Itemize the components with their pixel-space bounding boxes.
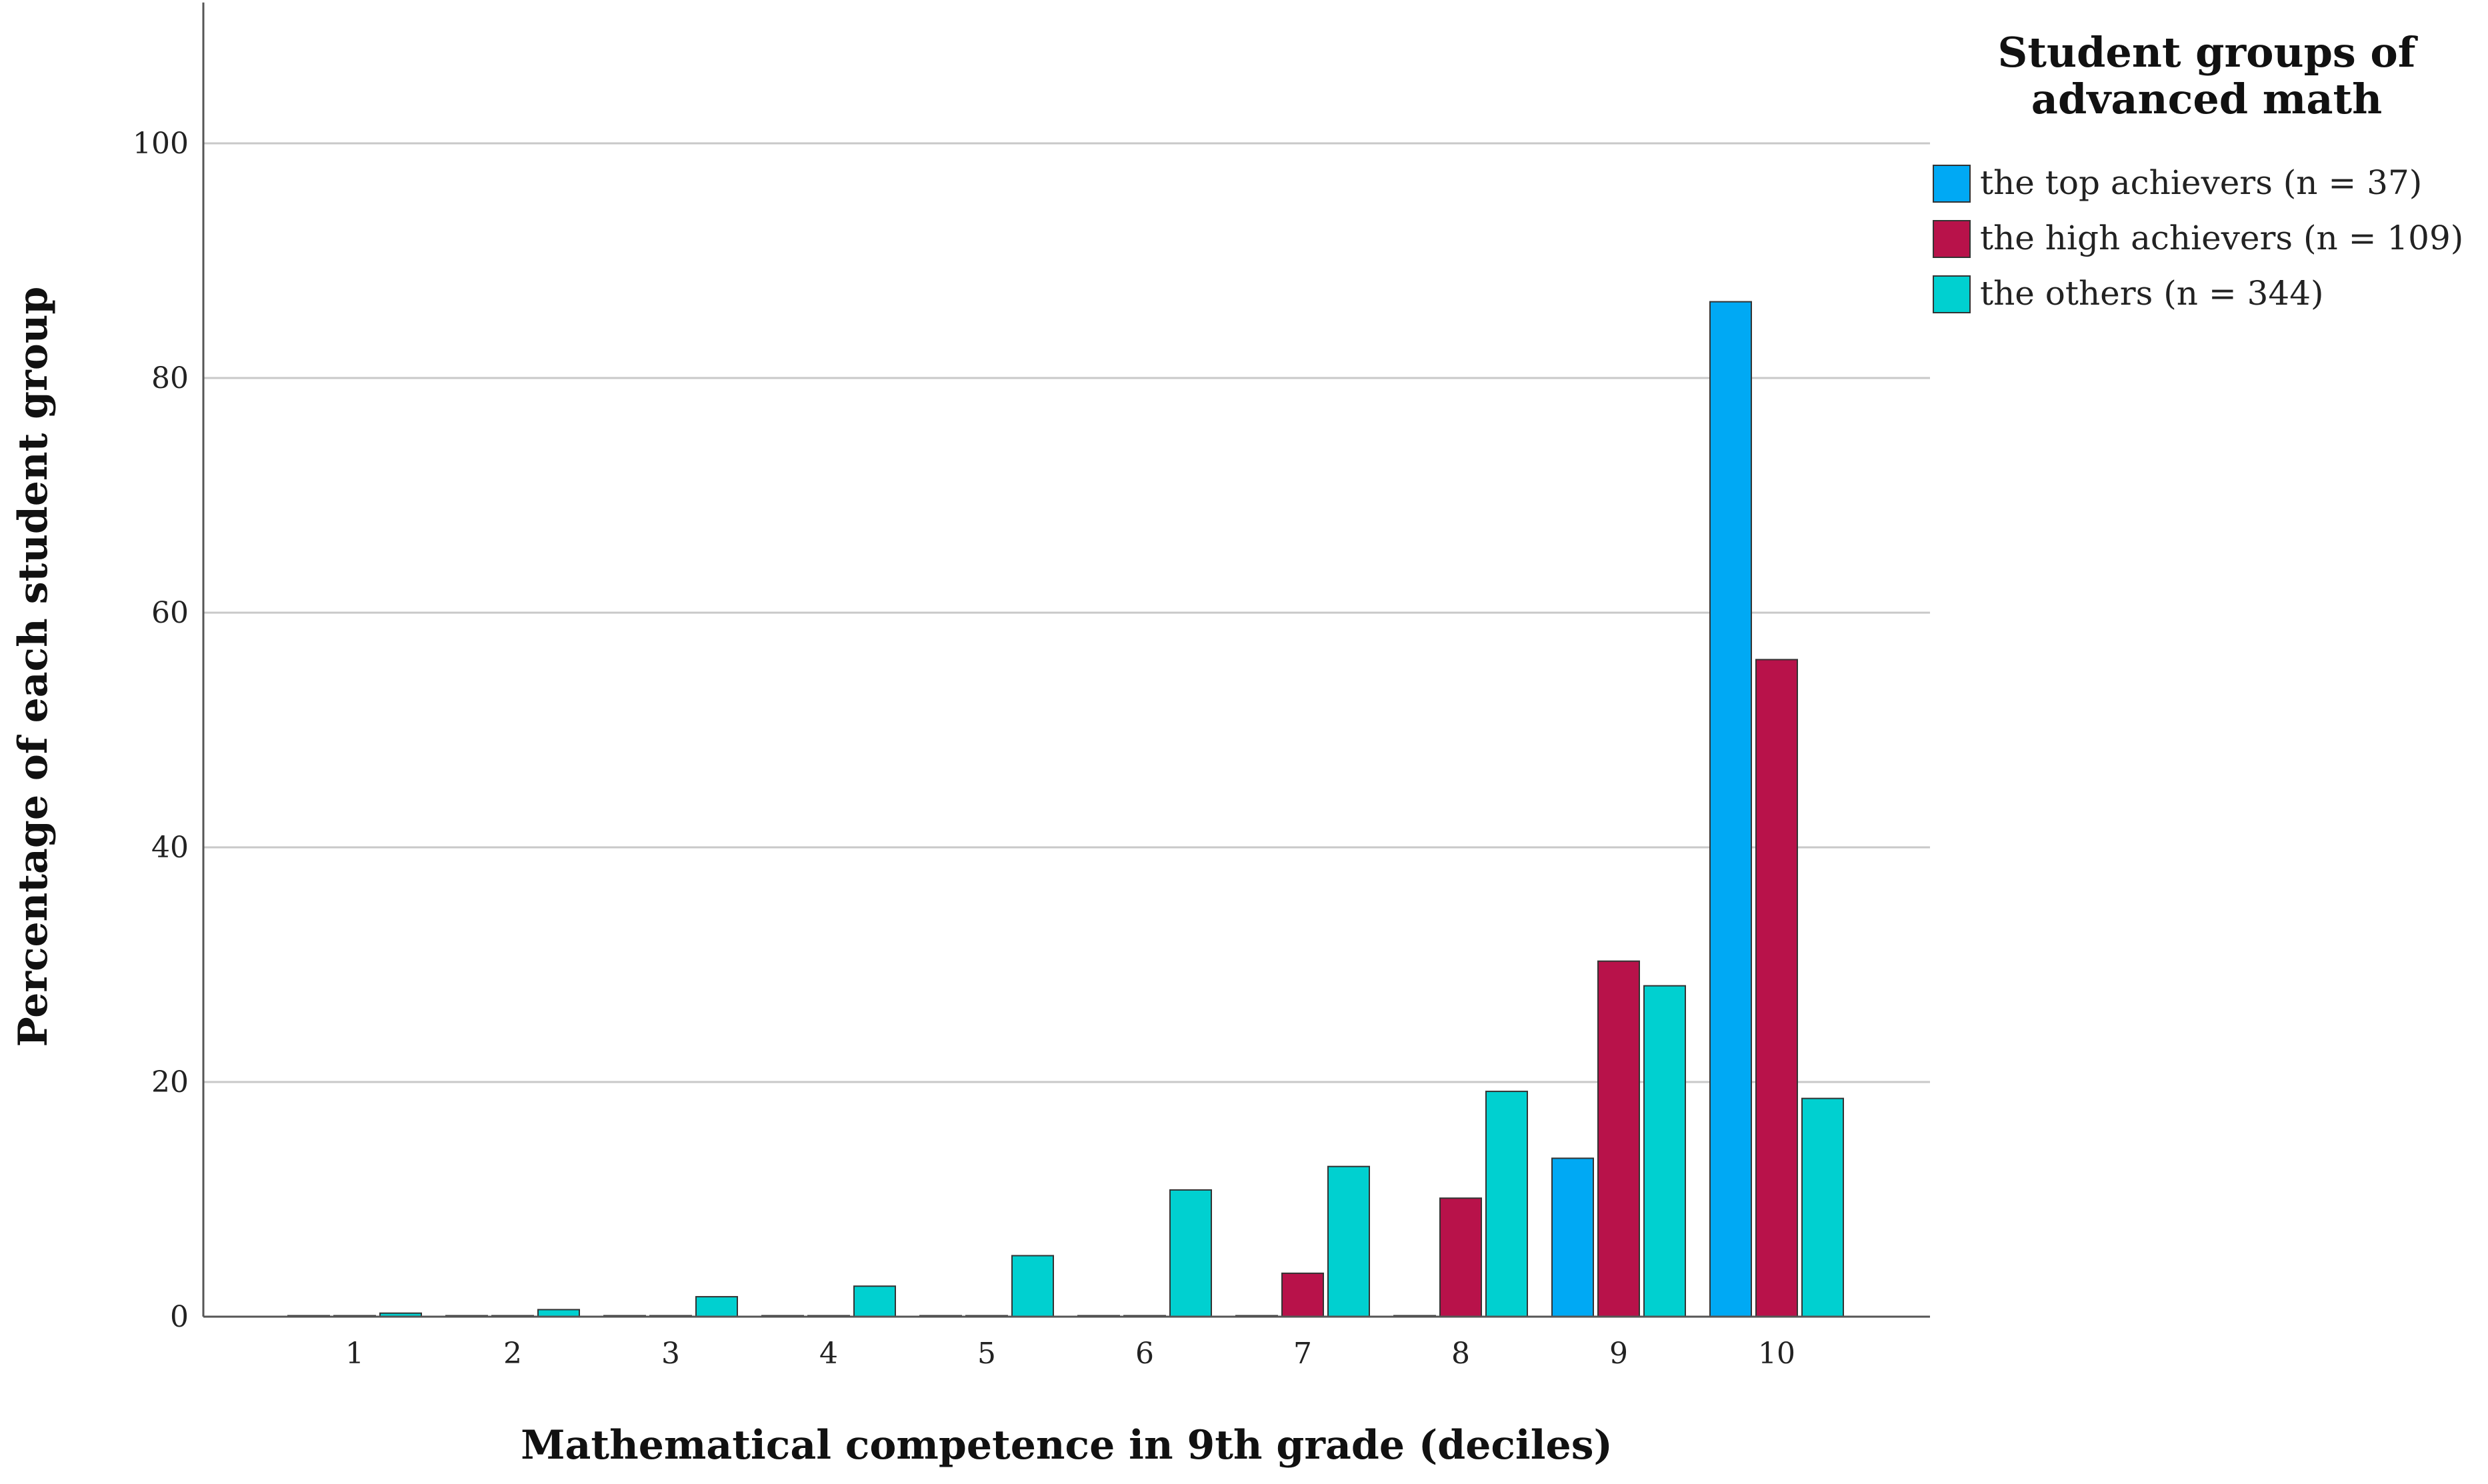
y-tick-label-40: 40: [151, 831, 189, 865]
legend: Student groups of advanced math the top …: [1933, 28, 2463, 313]
y-axis-title: Percentage of each student group: [10, 287, 57, 1047]
bar-series-1-cat-10: [1709, 301, 1752, 1318]
bar-series-3-cat-6: [1169, 1189, 1212, 1318]
legend-swatch-1: [1933, 165, 1971, 203]
bar-series-3-cat-7: [1327, 1165, 1370, 1317]
bar-series-3-cat-5: [1011, 1255, 1054, 1317]
legend-title-line-1: Student groups of: [1998, 28, 2418, 77]
bars: [287, 301, 1844, 1318]
bar-series-3-cat-3: [695, 1296, 738, 1317]
legend-label-3: the others (n = 344): [1980, 274, 2324, 313]
x-tick-label-1: 1: [345, 1337, 364, 1371]
legend-title-line-2: advanced math: [2031, 75, 2382, 123]
legend-swatch-3: [1933, 275, 1971, 313]
x-tick-label-8: 8: [1451, 1337, 1470, 1371]
y-tick-label-100: 100: [133, 127, 189, 161]
bar-series-2-cat-8: [1439, 1197, 1482, 1317]
x-axis-title: Mathematical competence in 9th grade (de…: [521, 1422, 1613, 1469]
bar-series-2-cat-9: [1597, 960, 1640, 1317]
tick-labels: 0 20 40 60 80 100 1 2 3 4 5 6 7 8 9 10: [133, 127, 1795, 1371]
bar-series-2-cat-10: [1755, 659, 1798, 1317]
bar-series-3-cat-10: [1801, 1097, 1844, 1317]
x-tick-label-7: 7: [1293, 1337, 1312, 1371]
x-tick-label-2: 2: [503, 1337, 522, 1371]
x-tick-label-10: 10: [1758, 1337, 1795, 1371]
legend-swatch-2: [1933, 220, 1971, 258]
bar-series-3-cat-2: [537, 1309, 580, 1317]
legend-items: the top achievers (n = 37) the high achie…: [1933, 163, 2463, 313]
bar-series-3-cat-8: [1485, 1091, 1528, 1317]
axes: [202, 2, 1930, 1318]
y-tick-label-0: 0: [170, 1300, 189, 1334]
x-tick-label-3: 3: [661, 1337, 680, 1371]
y-tick-label-20: 20: [151, 1065, 189, 1099]
y-tick-label-60: 60: [151, 596, 189, 630]
x-tick-label-4: 4: [819, 1337, 838, 1371]
bar-series-1-cat-9: [1551, 1157, 1594, 1318]
bar-series-3-cat-9: [1643, 985, 1686, 1318]
legend-label-1: the top achievers (n = 37): [1980, 163, 2422, 202]
x-tick-label-9: 9: [1609, 1337, 1628, 1371]
bar-series-3-cat-4: [853, 1285, 896, 1317]
y-tick-label-80: 80: [151, 361, 189, 395]
legend-label-2: the high achievers (n = 109): [1980, 219, 2463, 257]
grid-lines: [203, 142, 1930, 1083]
bar-series-2-cat-7: [1281, 1272, 1324, 1318]
x-tick-label-5: 5: [977, 1337, 996, 1371]
x-tick-label-6: 6: [1135, 1337, 1154, 1371]
